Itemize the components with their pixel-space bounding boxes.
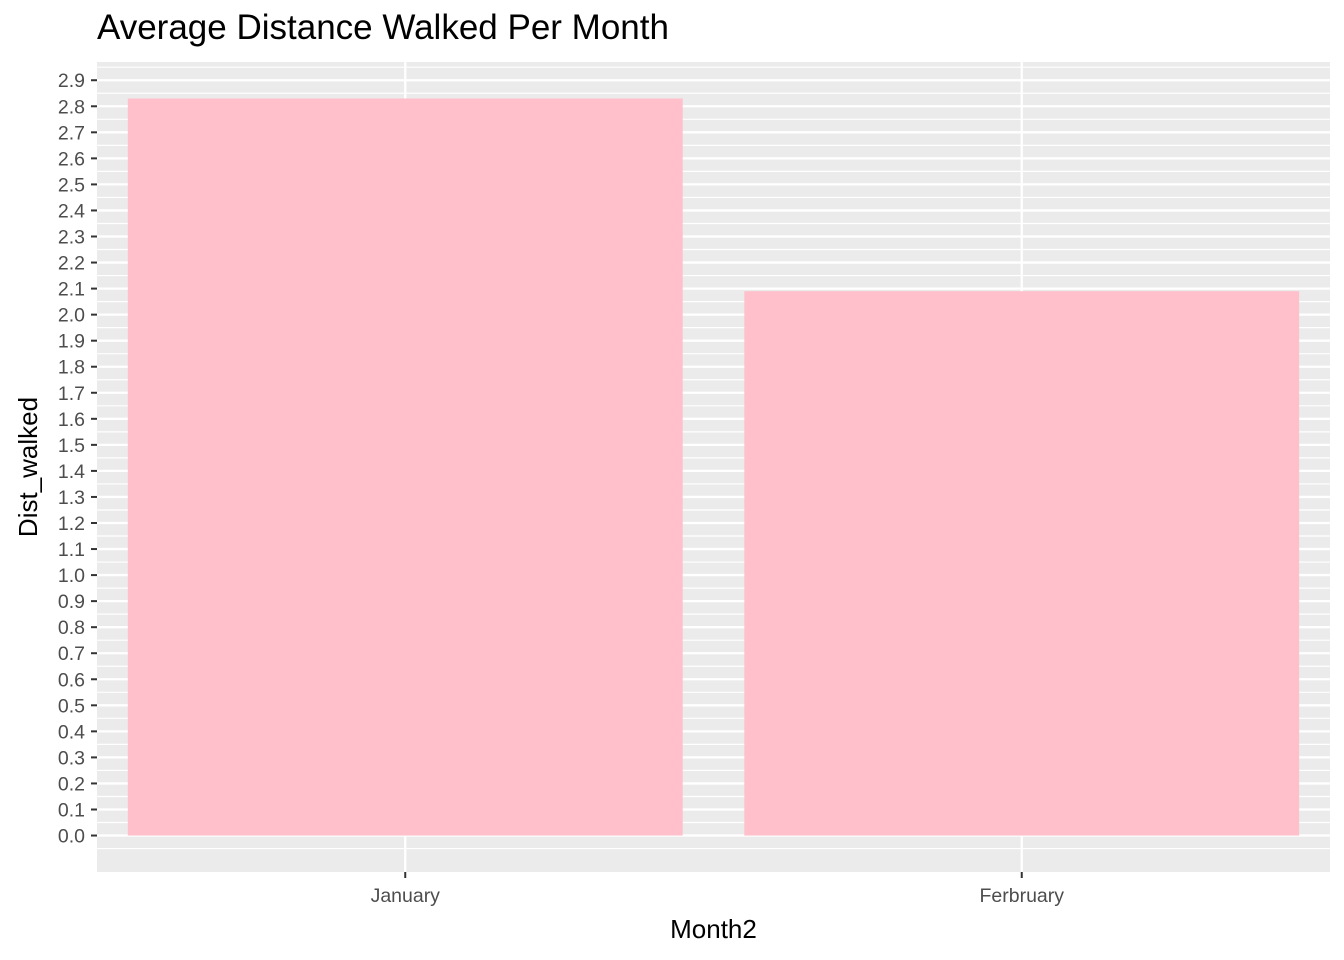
y-tick-label: 1.3 [58, 487, 85, 509]
y-tick-label: 2.7 [58, 122, 85, 144]
y-axis: 0.0 0.1 0.2 0.3 0.4 0.5 0.6 0.7 0.8 0.9 1.0 1.1 1.2 1… [58, 70, 97, 848]
x-axis: January Ferbruary [371, 872, 1064, 907]
bar-january [127, 98, 683, 836]
y-tick-label: 0.0 [58, 826, 85, 848]
y-tick-label: 1.1 [58, 539, 85, 561]
y-tick-label: 1.0 [58, 565, 85, 587]
y-tick-label: 1.5 [58, 435, 85, 457]
x-tick-label: January [371, 885, 441, 907]
y-tick-label: 2.1 [58, 279, 85, 301]
y-tick-label: 0.4 [58, 721, 85, 743]
x-axis-title: Month2 [670, 914, 757, 944]
y-tick-label: 0.5 [58, 695, 85, 717]
bars [127, 98, 1300, 836]
y-tick-label: 2.0 [58, 305, 85, 327]
y-tick-label: 2.5 [58, 174, 85, 196]
y-tick-label: 1.6 [58, 409, 85, 431]
y-tick-label: 2.8 [58, 96, 85, 118]
y-tick-label: 0.2 [58, 773, 85, 795]
y-tick-label: 2.3 [58, 227, 85, 249]
chart-title: Average Distance Walked Per Month [97, 8, 669, 47]
y-tick-label: 0.3 [58, 747, 85, 769]
y-tick-label: 0.9 [58, 591, 85, 613]
y-tick-label: 2.4 [58, 200, 85, 222]
y-tick-label: 2.6 [58, 148, 85, 170]
y-tick-label: 1.4 [58, 461, 85, 483]
y-tick-label: 2.9 [58, 70, 85, 92]
bar-ferbruary [744, 291, 1300, 836]
y-tick-label: 1.7 [58, 383, 85, 405]
y-tick-label: 0.8 [58, 617, 85, 639]
y-tick-label: 0.6 [58, 669, 85, 691]
x-tick-label: Ferbruary [979, 885, 1064, 907]
y-tick-label: 0.1 [58, 799, 85, 821]
y-tick-label: 1.2 [58, 513, 85, 535]
y-tick-label: 0.7 [58, 643, 85, 665]
y-tick-label: 1.8 [58, 357, 85, 379]
y-axis-title: Dist_walked [13, 397, 43, 537]
y-tick-label: 1.9 [58, 331, 85, 353]
y-tick-label: 2.2 [58, 253, 85, 275]
